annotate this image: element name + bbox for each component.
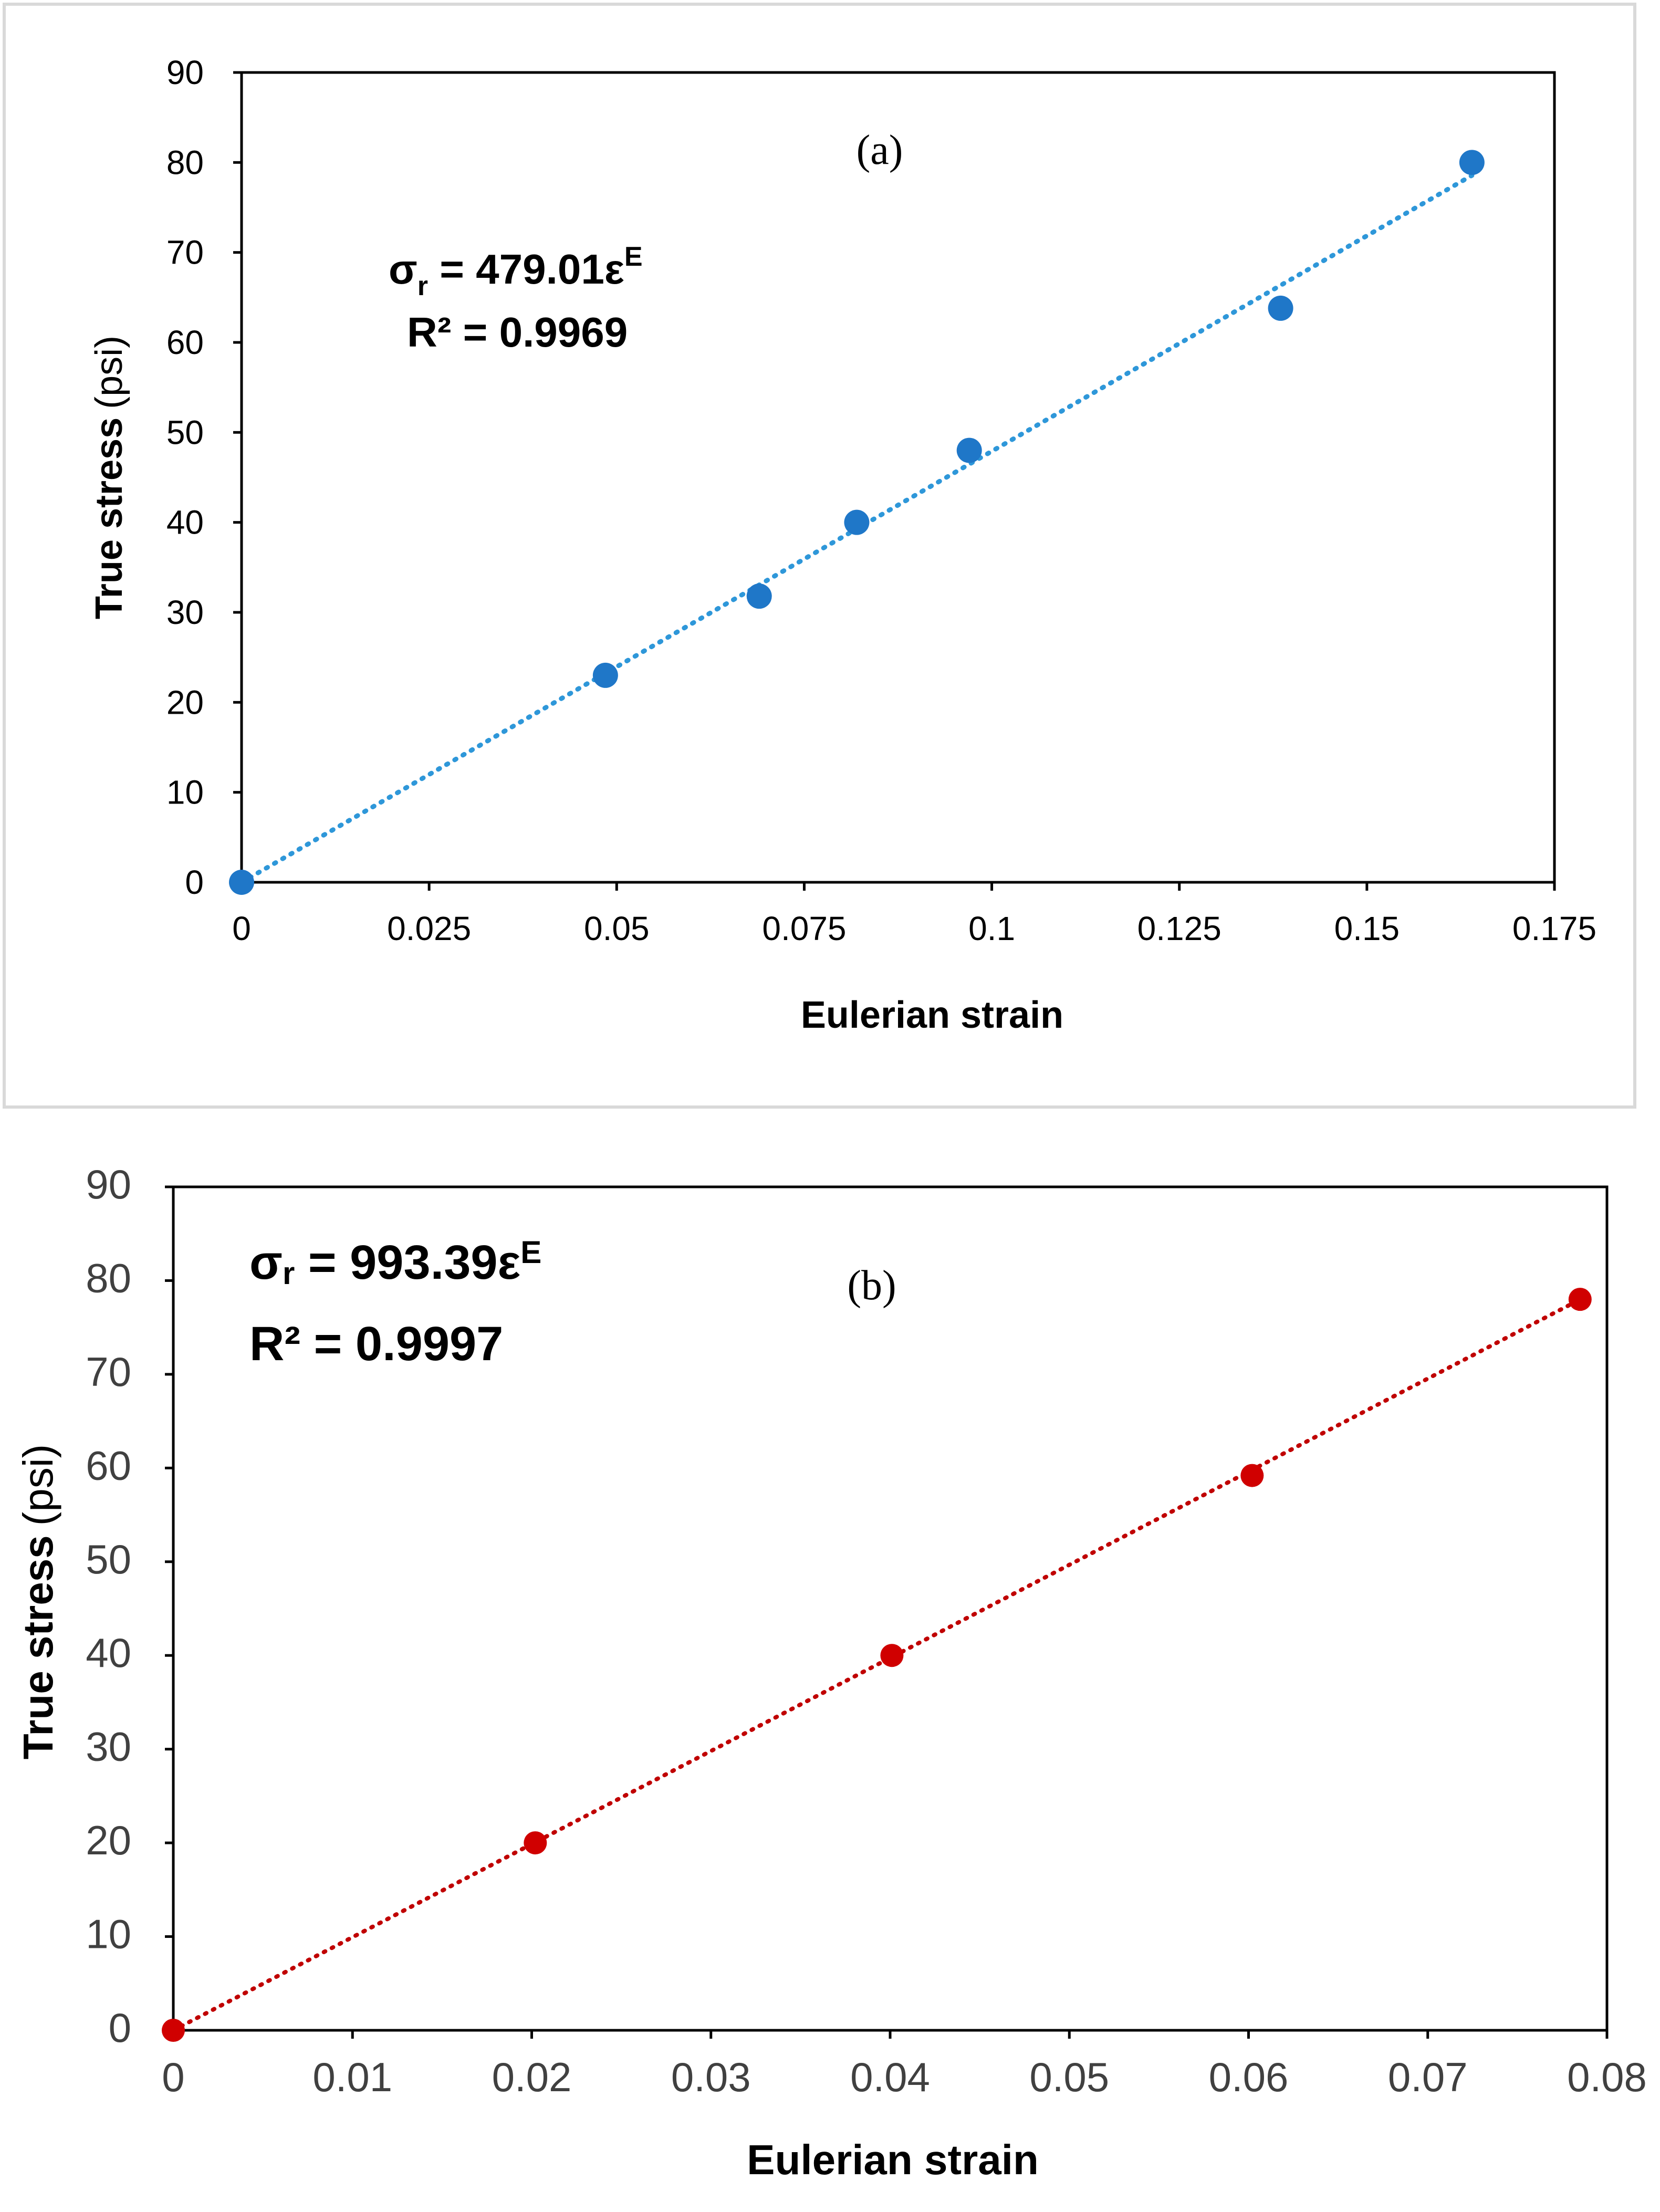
chart-b-y-tick-label: 20: [86, 1817, 131, 1863]
chart-a-points: [229, 150, 1485, 895]
chart-b-data-point: [1568, 1288, 1592, 1311]
chart-a-data-point: [1268, 295, 1293, 321]
chart-a-x-tick-label: 0.125: [1137, 910, 1221, 947]
chart-b-y-tick-label: 60: [86, 1442, 131, 1488]
chart-a-plot-area: [240, 71, 1556, 884]
chart-b-data-point: [880, 1644, 904, 1667]
chart-a-data-point: [844, 509, 870, 535]
chart-a-x-tick-label: 0.025: [387, 910, 471, 947]
chart-a-x-tick-label: 0.15: [1334, 910, 1400, 947]
chart-a-data-point: [746, 583, 772, 609]
chart-b-x-tick-label: 0.06: [1209, 2054, 1289, 2100]
chart-a-y-tick-label: 50: [166, 413, 204, 451]
chart-a-data-point: [592, 662, 618, 688]
chart-a-x-axis: 0 0.025 0.05 0.075 0.1 0.125 0.15 0.175: [232, 882, 1596, 947]
chart-a-x-tick-label: 0.1: [968, 910, 1015, 947]
chart-a-y-axis: 0 10 20 30 40 50 60 70 80 90: [166, 54, 242, 901]
chart-b-plot-area: [172, 1185, 1609, 2032]
chart-a-y-tick-label: 0: [185, 863, 204, 901]
chart-b-data-point: [524, 1831, 547, 1855]
chart-a-y-axis-title: True stress(psi): [88, 336, 130, 619]
chart-b-data-point: [1240, 1464, 1264, 1487]
chart-b-r-squared: R² = 0.9997: [249, 1317, 503, 1371]
chart-b-x-tick-label: 0.07: [1388, 2054, 1468, 2100]
chart-a-x-tick-label: 0.05: [584, 910, 650, 947]
chart-b-x-axis-title: Eulerian strain: [747, 2136, 1039, 2183]
chart-a-y-tick-label: 80: [166, 143, 204, 181]
chart-a-equation: σr = 479.01εE: [389, 242, 643, 301]
chart-b-x-tick-label: 0: [162, 2054, 184, 2100]
chart-a-y-tick-label: 90: [166, 54, 204, 91]
chart-a-y-tick-label: 20: [166, 683, 204, 721]
chart-a-x-axis-title: Eulerian strain: [801, 994, 1063, 1036]
chart-a-frame: [3, 3, 1636, 1109]
chart-a-data-point: [956, 437, 982, 463]
chart-b-y-tick-label: 80: [86, 1255, 131, 1301]
chart-a-x-tick-label: 0.175: [1512, 910, 1596, 947]
chart-a-y-tick-label: 30: [166, 593, 204, 631]
chart-b-y-tick-label: 50: [86, 1536, 131, 1582]
chart-a-x-tick-label: 0.075: [762, 910, 846, 947]
chart-b-y-axis-title: True stress(psi): [15, 1444, 61, 1759]
chart-b-y-tick-label: 90: [86, 1161, 131, 1207]
chart-a-data-point: [229, 870, 254, 895]
chart-a-y-tick-label: 40: [166, 504, 204, 541]
chart-a-panel-label: (a): [857, 127, 903, 173]
chart-b-panel-label: (b): [847, 1262, 896, 1309]
chart-b-equation: σr = 993.39εE: [249, 1235, 541, 1291]
chart-a-r-squared: R² = 0.9969: [407, 309, 628, 356]
chart-b-y-tick-label: 70: [86, 1349, 131, 1395]
chart-b-trendline-layer: [171, 1297, 1582, 2032]
chart-b-y-tick-label: 10: [86, 1911, 131, 1957]
chart-b-x-axis: 0 0.01 0.02 0.03 0.04 0.05 0.06 0.07 0.08: [162, 2030, 1647, 2100]
chart-b-trendline: [171, 1297, 1582, 2032]
chart-b-x-tick-label: 0.05: [1029, 2054, 1109, 2100]
chart-b-data-point: [162, 2019, 185, 2042]
chart-a-data-point: [1459, 150, 1485, 175]
chart-b: 0 0.01 0.02 0.03 0.04 0.05 0.06 0.07 0.08 0 10 20 3…: [15, 1161, 1647, 2183]
chart-b-y-tick-label: 0: [109, 2005, 131, 2051]
chart-b-x-tick-label: 0.02: [492, 2054, 572, 2100]
chart-a: 0 0.025 0.05 0.075 0.1 0.125 0.15 0.175 0 10 20 30…: [3, 3, 1636, 1109]
chart-b-x-tick-label: 0.01: [312, 2054, 392, 2100]
chart-b-y-axis: 0 10 20 30 40 50 60 70 80 90: [86, 1161, 173, 2051]
chart-b-y-tick-label: 30: [86, 1724, 131, 1770]
chart-a-x-tick-label: 0: [232, 910, 251, 947]
chart-b-points: [162, 1288, 1592, 2042]
chart-b-x-tick-label: 0.04: [850, 2054, 930, 2100]
chart-a-y-tick-label: 10: [166, 774, 204, 811]
chart-a-y-tick-label: 60: [166, 324, 204, 361]
chart-b-y-tick-label: 40: [86, 1630, 131, 1676]
chart-a-y-tick-label: 70: [166, 234, 204, 272]
chart-b-x-tick-label: 0.08: [1567, 2054, 1647, 2100]
chart-b-x-tick-label: 0.03: [671, 2054, 751, 2100]
